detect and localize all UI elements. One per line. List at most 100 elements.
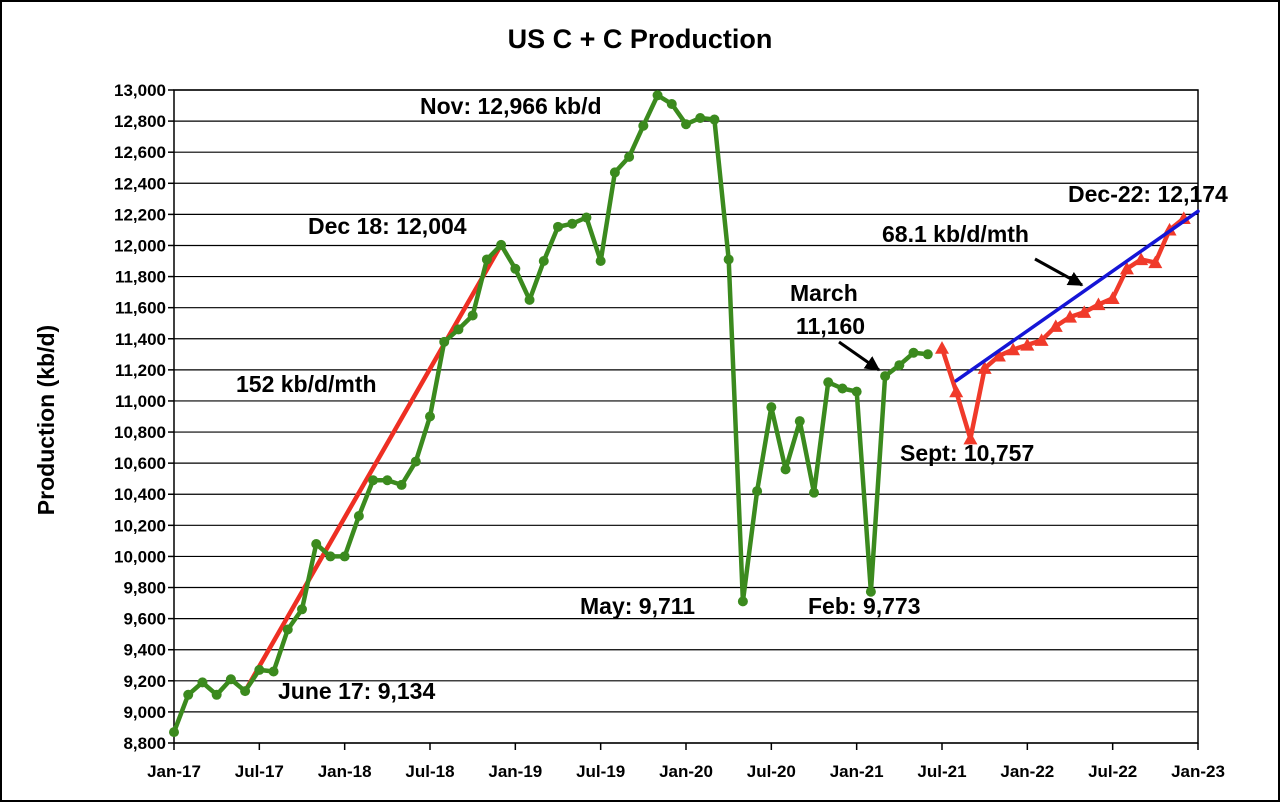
data-point: [794, 416, 805, 427]
data-point: [481, 254, 492, 265]
data-point: [851, 386, 862, 397]
chart-title: US C + C Production: [508, 24, 773, 54]
y-tick-label: 10,200: [114, 516, 166, 535]
y-tick-label: 9,000: [123, 703, 166, 722]
axes: [168, 89, 1199, 750]
x-tick-label: Jan-21: [830, 762, 884, 781]
data-point: [977, 361, 992, 374]
data-point: [1063, 309, 1077, 323]
data-point: [1148, 255, 1163, 269]
annotation-dec-18: Dec 18: 12,004: [308, 213, 467, 239]
plot-area-border: [173, 89, 1199, 744]
x-tick-label: Jul-18: [405, 762, 454, 781]
data-point: [581, 212, 592, 223]
data-point: [382, 475, 393, 486]
data-point: [439, 336, 450, 347]
data-point: [880, 371, 891, 382]
data-point: [1134, 252, 1149, 266]
trendlines: [242, 242, 504, 694]
annotation-march-value: 11,160: [796, 313, 865, 339]
x-tick-label: Jan-23: [1171, 762, 1225, 781]
x-tick-label: Jul-17: [235, 762, 284, 781]
data-point: [624, 151, 635, 162]
data-point: [254, 664, 265, 675]
annotation-trend-68: 68.1 kb/d/mth: [882, 221, 1029, 247]
data-point: [496, 239, 507, 250]
y-tick-label: 9,800: [123, 579, 166, 598]
data-point: [780, 464, 791, 475]
annotation-march: March: [790, 280, 858, 306]
annotation-dec-22: Dec-22: 12,174: [1068, 181, 1228, 207]
data-point: [297, 604, 307, 615]
data-point: [396, 479, 407, 490]
data-point: [524, 294, 535, 305]
data-point: [1119, 261, 1134, 275]
y-tick-label: 12,600: [114, 143, 166, 162]
data-point: [935, 341, 949, 354]
data-point: [595, 256, 606, 267]
y-tick-label: 8,800: [123, 734, 166, 753]
annotation-trend-152: 152 kb/d/mth: [236, 371, 377, 397]
data-point: [1020, 337, 1035, 351]
x-tick-label: Jan-22: [1000, 762, 1054, 781]
annotation-may: May: 9,711: [580, 593, 695, 619]
data-point: [991, 348, 1006, 362]
data-point: [908, 347, 919, 358]
series-line-0: [171, 93, 929, 733]
data-point: [510, 263, 521, 274]
data-point: [169, 727, 179, 738]
data-point: [949, 384, 964, 398]
y-tick-label: 11,600: [115, 299, 166, 318]
series-line-1: [939, 216, 1186, 441]
y-tick-label: 11,200: [115, 361, 166, 380]
annotation-june-17: June 17: 9,134: [278, 678, 435, 704]
data-point: [425, 411, 435, 422]
data-point: [1105, 291, 1120, 304]
trendline-1: [954, 209, 1200, 383]
x-tick-label: Jul-21: [917, 762, 966, 781]
data-point: [1048, 319, 1063, 332]
data-point: [752, 486, 763, 497]
y-tick-label: 10,400: [114, 485, 166, 504]
data-point: [894, 360, 905, 371]
y-tick-label: 11,800: [115, 268, 166, 287]
data-point: [567, 218, 578, 229]
y-tick-label: 10,000: [114, 547, 166, 566]
data-point: [1034, 333, 1049, 346]
data-point: [723, 254, 734, 265]
data-point: [922, 349, 933, 360]
y-tick-labels: 8,800 9,000 9,200 9,400 9,600 9,800 10,000 10,2…: [114, 81, 166, 753]
y-tick-label: 9,600: [123, 610, 166, 629]
data-point: [353, 511, 364, 522]
arrow-march: [838, 340, 881, 372]
trendline-0: [242, 242, 504, 694]
data-point: [311, 538, 322, 549]
data-point: [709, 114, 720, 125]
annotation-feb: Feb: 9,773: [808, 593, 921, 619]
series: [169, 90, 1200, 738]
data-point: [339, 551, 350, 562]
y-tick-label: 10,600: [114, 454, 166, 473]
data-point: [666, 98, 677, 109]
data-point: [410, 456, 421, 467]
y-tick-label: 11,400: [115, 330, 166, 349]
data-point: [325, 551, 336, 562]
annotations: Nov: 12,966 kb/d Dec 18: 12,004 152 kb/d…: [236, 93, 1228, 704]
y-tick-label: 13,000: [114, 81, 166, 100]
y-tick-label: 10,800: [114, 423, 166, 442]
y-tick-label: 11,000: [115, 392, 166, 411]
data-point: [766, 402, 777, 413]
data-point: [211, 689, 222, 700]
x-tick-label: Jan-19: [488, 762, 542, 781]
data-point: [737, 596, 748, 607]
x-tick-label: Jan-20: [659, 762, 713, 781]
arrow-trend: [1034, 257, 1084, 287]
data-point: [368, 475, 379, 486]
data-point: [240, 686, 251, 697]
data-point: [225, 674, 236, 685]
y-tick-label: 12,800: [114, 112, 166, 131]
gridlines: [174, 89, 1198, 744]
data-point: [837, 383, 848, 394]
